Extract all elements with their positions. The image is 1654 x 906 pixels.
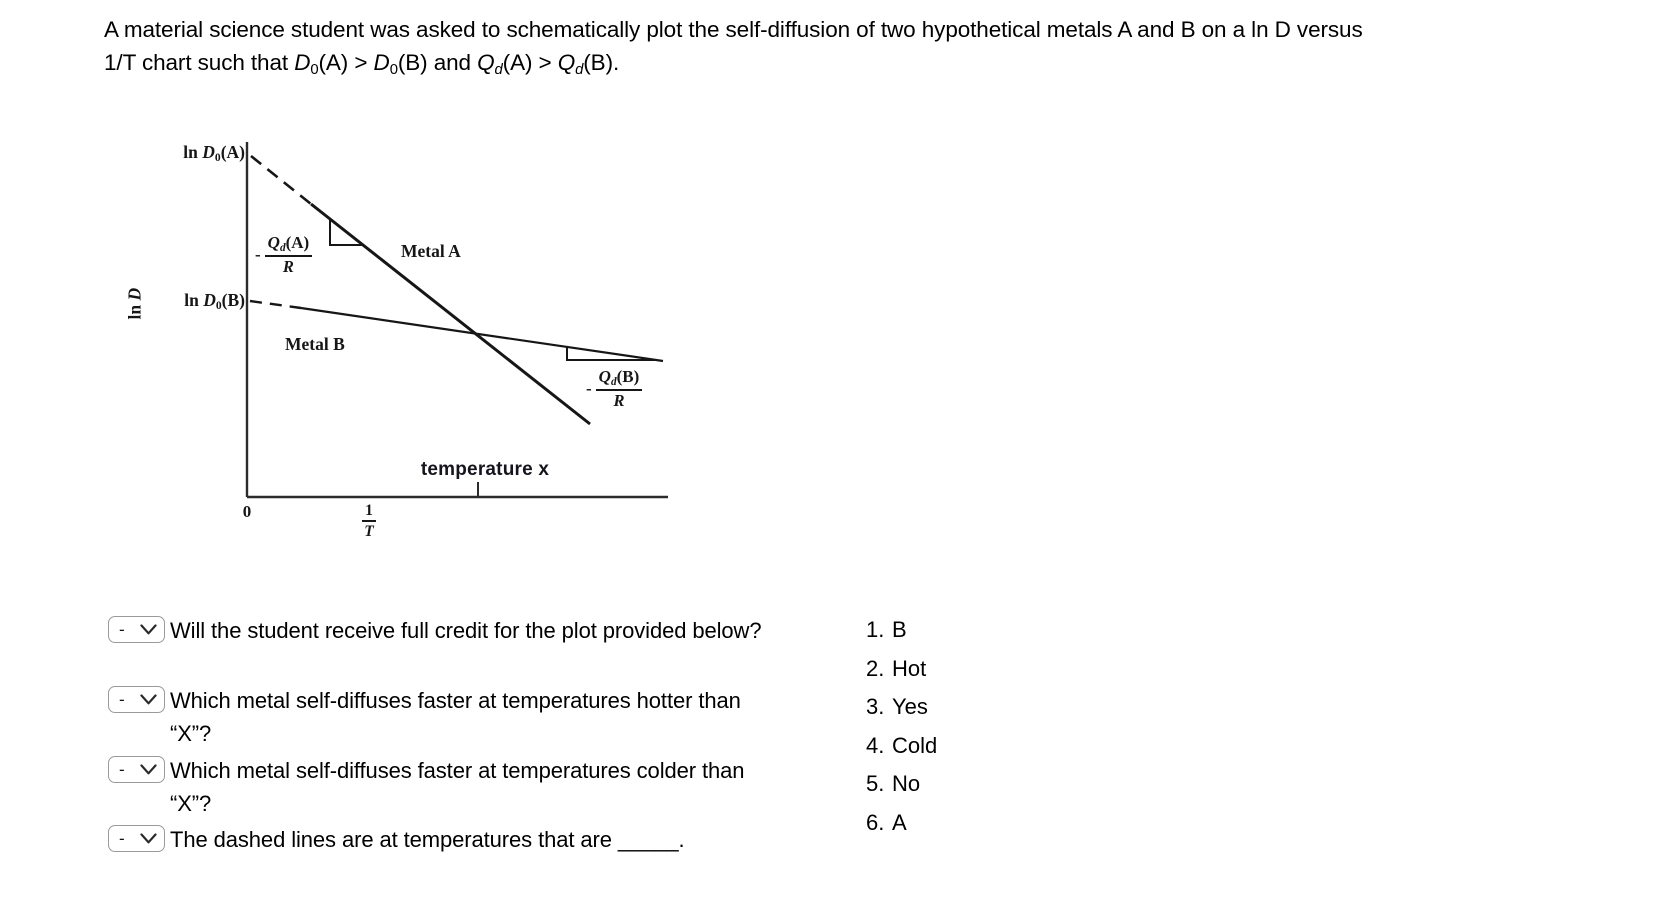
diffusion-chart: ln D0(A) ln D0(B) ln D Metal A Metal B -… — [105, 130, 685, 556]
answer-option-2: 2. Hot — [866, 655, 937, 681]
answer-label: Yes — [892, 694, 928, 719]
fraction-numerator: Qd(A) — [264, 233, 313, 258]
answer-label: No — [892, 771, 921, 796]
metal-b-label: Metal B — [285, 334, 345, 354]
fraction-numerator: Qd(B) — [595, 367, 643, 392]
slope-triangle-b — [566, 347, 656, 361]
answer-option-6: 6. A — [866, 809, 937, 835]
fraction-denominator: R — [613, 391, 625, 411]
metal-b-line — [300, 306, 664, 363]
minus-sign: - — [586, 379, 592, 399]
metal-a-line — [310, 202, 591, 426]
problem-statement-line2: 1/T chart such that D0(A) > D0(B) and Qd… — [104, 50, 620, 78]
question-row-4: - The dashed lines are at temperatures t… — [108, 823, 778, 856]
answer-label: Hot — [892, 655, 927, 681]
question-3-dropdown[interactable]: - — [108, 756, 165, 783]
answer-options-list: 1. B 2. Hot 3. Yes 4. Cold 5. No 6. A — [866, 619, 937, 834]
question-4-dropdown-value: - — [119, 829, 125, 848]
answer-label: A — [892, 809, 907, 835]
chevron-down-icon — [140, 624, 157, 635]
y-intercept-label-b: ln D0(B) — [184, 290, 245, 312]
fraction-denominator: T — [364, 523, 374, 541]
chevron-down-icon — [140, 694, 157, 705]
fraction: Qd(A) R — [264, 233, 313, 277]
problem-statement-line1: A material science student was asked to … — [104, 17, 1363, 42]
origin-label: 0 — [242, 502, 252, 521]
answer-option-5: 5. No — [866, 773, 937, 795]
chevron-down-icon — [140, 833, 157, 844]
question-3-text: Which metal self-diffuses faster at temp… — [170, 758, 745, 816]
metal-b-dashed-extrapolation — [249, 299, 302, 310]
answer-number: 1. — [866, 617, 885, 642]
question-row-3: - Which metal self-diffuses faster at te… — [108, 754, 778, 820]
answer-label: B — [892, 617, 907, 642]
temperature-x-annotation: temperature x — [420, 459, 550, 480]
question-2-dropdown-value: - — [119, 690, 125, 709]
question-row-1: - Will the student receive full credit f… — [108, 614, 778, 647]
y-axis-title: ln D — [124, 287, 145, 320]
answer-option-3: 3. Yes — [866, 696, 937, 718]
answer-number: 3. — [866, 694, 885, 719]
fraction-denominator: R — [282, 257, 294, 277]
answer-option-4: 4. Cold — [866, 732, 938, 758]
answer-option-1: 1. B — [866, 619, 937, 641]
question-3-dropdown-value: - — [119, 760, 125, 779]
question-4-text: The dashed lines are at temperatures tha… — [170, 827, 685, 852]
answer-label: Cold — [892, 732, 938, 758]
fraction: Qd(B) R — [595, 367, 643, 411]
x-axis-title: 1 T — [355, 502, 383, 541]
question-2-text: Which metal self-diffuses faster at temp… — [170, 688, 741, 746]
metal-a-dashed-extrapolation — [250, 154, 312, 206]
answer-number: 5. — [866, 771, 885, 796]
problem-statement: A material science student was asked to … — [104, 13, 1584, 87]
answer-number: 4. — [866, 732, 885, 758]
minus-sign: - — [255, 245, 261, 265]
chart-canvas — [245, 142, 668, 499]
y-intercept-label-a: ln D0(A) — [183, 142, 245, 164]
answer-number: 2. — [866, 655, 885, 681]
question-4-dropdown[interactable]: - — [108, 825, 165, 852]
chevron-down-icon — [140, 764, 157, 775]
question-1-dropdown-value: - — [119, 620, 125, 639]
question-row-2: - Which metal self-diffuses faster at te… — [108, 684, 778, 750]
question-1-dropdown[interactable]: - — [108, 616, 165, 643]
fraction-numerator: 1 — [362, 502, 376, 523]
answer-number: 6. — [866, 809, 885, 835]
question-2-dropdown[interactable]: - — [108, 686, 165, 713]
question-1-text: Will the student receive full credit for… — [170, 618, 762, 643]
slope-label-b: - Qd(B) R — [586, 367, 643, 411]
metal-a-label: Metal A — [401, 241, 461, 261]
slope-label-a: - Qd(A) R — [255, 233, 313, 277]
slope-triangle-a — [329, 219, 363, 246]
